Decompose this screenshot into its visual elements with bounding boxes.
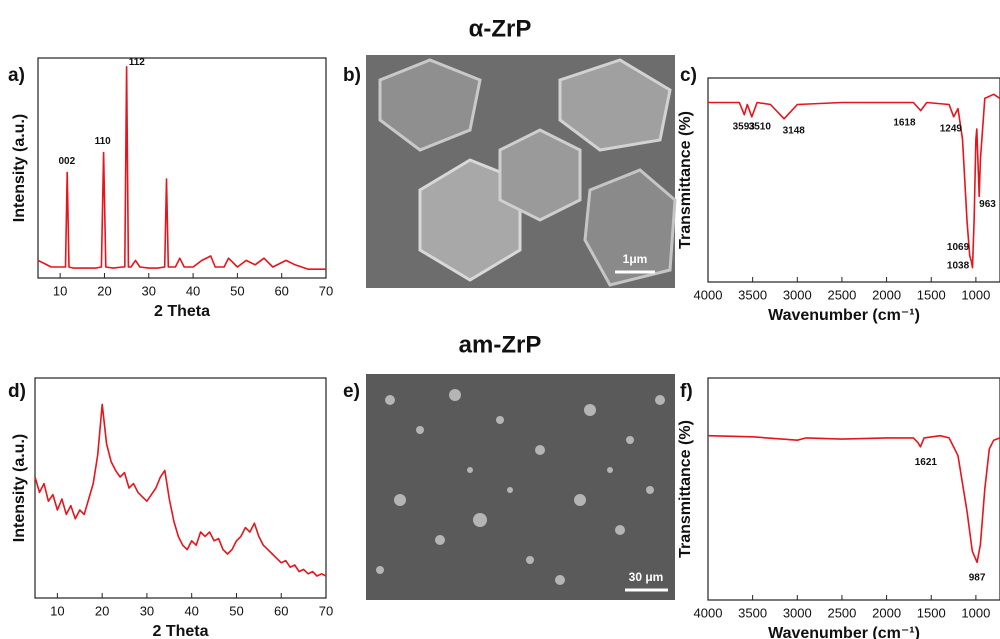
x-tick-label: 2000 — [872, 287, 901, 302]
section-title: α-ZrP — [469, 15, 532, 42]
x-tick-label: 10 — [53, 283, 67, 298]
x-tick-label: 70 — [319, 603, 333, 618]
x-tick-label: 2500 — [827, 605, 856, 620]
peak-label: 3148 — [783, 126, 806, 137]
plot-frame — [35, 378, 326, 598]
x-tick-label: 70 — [319, 283, 333, 298]
x-tick-label: 40 — [184, 603, 198, 618]
x-tick-label: 10 — [50, 603, 64, 618]
x-tick-label: 40 — [186, 283, 200, 298]
y-axis-label: Intensity (a.u.) — [11, 434, 28, 542]
panel-label: d) — [8, 381, 26, 402]
x-tick-label: 1500 — [917, 287, 946, 302]
panel-label: a) — [8, 65, 25, 86]
x-tick-label: 3500 — [738, 287, 767, 302]
x-tick-label: 1000 — [961, 605, 990, 620]
x-tick-label: 4000 — [694, 605, 723, 620]
plot-frame — [38, 58, 326, 278]
plot-frame — [708, 378, 1000, 600]
y-axis-label: Transmittance (%) — [677, 420, 694, 558]
x-tick-label: 50 — [229, 603, 243, 618]
x-tick-label: 30 — [142, 283, 156, 298]
peak-label: 1621 — [915, 457, 938, 468]
section-title: am-ZrP — [459, 331, 542, 358]
peak-label: 963 — [979, 199, 996, 210]
peak-label: 110 — [95, 136, 112, 147]
y-axis-label: Transmittance (%) — [677, 111, 694, 249]
x-tick-label: 1500 — [917, 605, 946, 620]
x-tick-label: 2500 — [827, 287, 856, 302]
peak-label: 1038 — [947, 260, 970, 271]
x-tick-label: 3500 — [738, 605, 767, 620]
x-axis-label: 2 Theta — [152, 623, 208, 639]
panel-label: b) — [343, 65, 361, 86]
data-line — [708, 436, 1000, 563]
x-tick-label: 50 — [230, 283, 244, 298]
x-tick-label: 3000 — [783, 605, 812, 620]
x-axis-label: 2 Theta — [154, 303, 210, 320]
peak-label: 1249 — [940, 124, 963, 135]
sem-image: 30 μm — [366, 374, 675, 600]
data-line — [35, 404, 326, 576]
x-tick-label: 60 — [274, 283, 288, 298]
peak-label: 1069 — [947, 242, 970, 253]
x-tick-label: 1000 — [961, 287, 990, 302]
sem-image: 1μm — [366, 55, 675, 288]
data-line — [38, 67, 326, 269]
peak-label: 1618 — [893, 118, 916, 129]
panel-label: c) — [680, 65, 697, 86]
x-tick-label: 2000 — [872, 605, 901, 620]
x-tick-label: 20 — [95, 603, 109, 618]
scale-bar-label: 1μm — [623, 252, 648, 266]
panel-label: e) — [343, 381, 360, 402]
peak-label: 112 — [129, 57, 146, 68]
x-axis-label: Wavenumber (cm⁻¹) — [768, 625, 920, 639]
x-tick-label: 60 — [274, 603, 288, 618]
y-axis-label: Intensity (a.u.) — [11, 114, 28, 222]
scale-bar-label: 30 μm — [629, 570, 664, 584]
panel-label: f) — [680, 381, 693, 402]
peak-label: 987 — [969, 572, 986, 583]
x-tick-label: 4000 — [694, 287, 723, 302]
x-tick-label: 3000 — [783, 287, 812, 302]
x-tick-label: 30 — [140, 603, 154, 618]
peak-label: 002 — [58, 156, 75, 167]
x-axis-label: Wavenumber (cm⁻¹) — [768, 307, 920, 324]
figure: α-ZrP am-ZrP 1μm b) 30 μm e) a) 10 20 30 40 5… — [0, 0, 1000, 639]
x-tick-label: 20 — [97, 283, 111, 298]
peak-label: 3510 — [749, 122, 772, 133]
